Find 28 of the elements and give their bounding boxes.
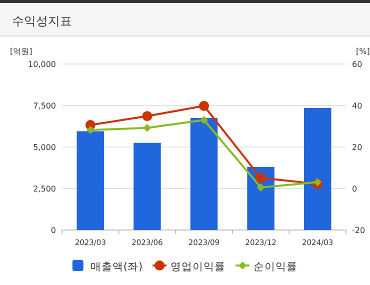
- y2-tick-label: 20: [352, 143, 362, 152]
- point: [200, 116, 208, 124]
- point: [199, 100, 209, 111]
- point: [256, 183, 265, 192]
- y-tick-label: 10,000: [28, 60, 56, 69]
- bar: [134, 142, 161, 230]
- point: [314, 178, 322, 186]
- point: [142, 111, 152, 122]
- y2-tick-label: -20: [352, 226, 366, 235]
- y-tick-label: 7,500: [33, 102, 56, 110]
- y-tick-label: 5,000: [33, 143, 56, 152]
- point: [256, 172, 266, 183]
- y2-tick-label: 40: [352, 102, 362, 110]
- bar: [190, 118, 218, 230]
- y-axis-title: [억원]: [10, 47, 32, 56]
- point: [143, 124, 152, 132]
- y2-tick-label: 60: [352, 60, 362, 69]
- bar: [76, 131, 104, 230]
- y2-axis-title: [%]: [356, 47, 370, 56]
- y2-tick-label: 0: [352, 184, 358, 194]
- legend-label: 매출액(좌): [90, 261, 143, 273]
- y-tick-label: 2,500: [33, 184, 56, 194]
- legend-label: 순이익률: [254, 261, 298, 273]
- legend-label: 영업이익률: [170, 261, 226, 273]
- point: [86, 126, 94, 134]
- bar: [304, 108, 332, 230]
- y-tick-label: 0: [50, 226, 56, 235]
- chart-title: 수익성지표: [12, 14, 72, 28]
